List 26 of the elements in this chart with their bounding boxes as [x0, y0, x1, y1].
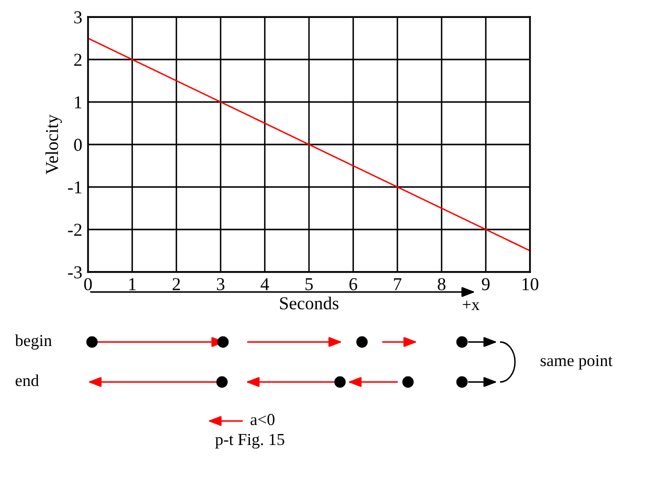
y-tick-label: -3 [68, 266, 82, 278]
x-tick-label: 9 [482, 278, 490, 290]
x-tick-label: 3 [216, 278, 224, 290]
x-tick-label: 4 [260, 278, 270, 290]
x-axis-title: Seconds [280, 296, 338, 310]
text: a<0 [250, 414, 274, 426]
text: end [16, 374, 39, 386]
x-tick-label: 5 [306, 278, 313, 290]
text: +x [462, 300, 480, 310]
y-tick-label: 3 [74, 11, 82, 24]
y-tick-label: 1 [75, 96, 82, 108]
text: p-t Fig. 15 [215, 434, 284, 449]
x-tick-label: 6 [349, 278, 358, 290]
x-tick-label: 1 [129, 278, 136, 290]
x-tick-label: 10 [522, 278, 538, 290]
y-tick-label: 2 [74, 54, 82, 66]
text: begin [15, 334, 52, 350]
y-tick-label: -2 [68, 224, 82, 236]
y-axis-title: Velocity [45, 114, 62, 174]
x-tick-label: 0 [84, 278, 92, 290]
y-tick-label: 0 [74, 138, 82, 151]
x-tick-label: 8 [438, 278, 446, 290]
x-tick-label: 7 [394, 278, 402, 290]
y-tick-label: -1 [68, 181, 82, 194]
x-tick-label: 2 [172, 278, 180, 290]
text: same point [540, 354, 613, 370]
